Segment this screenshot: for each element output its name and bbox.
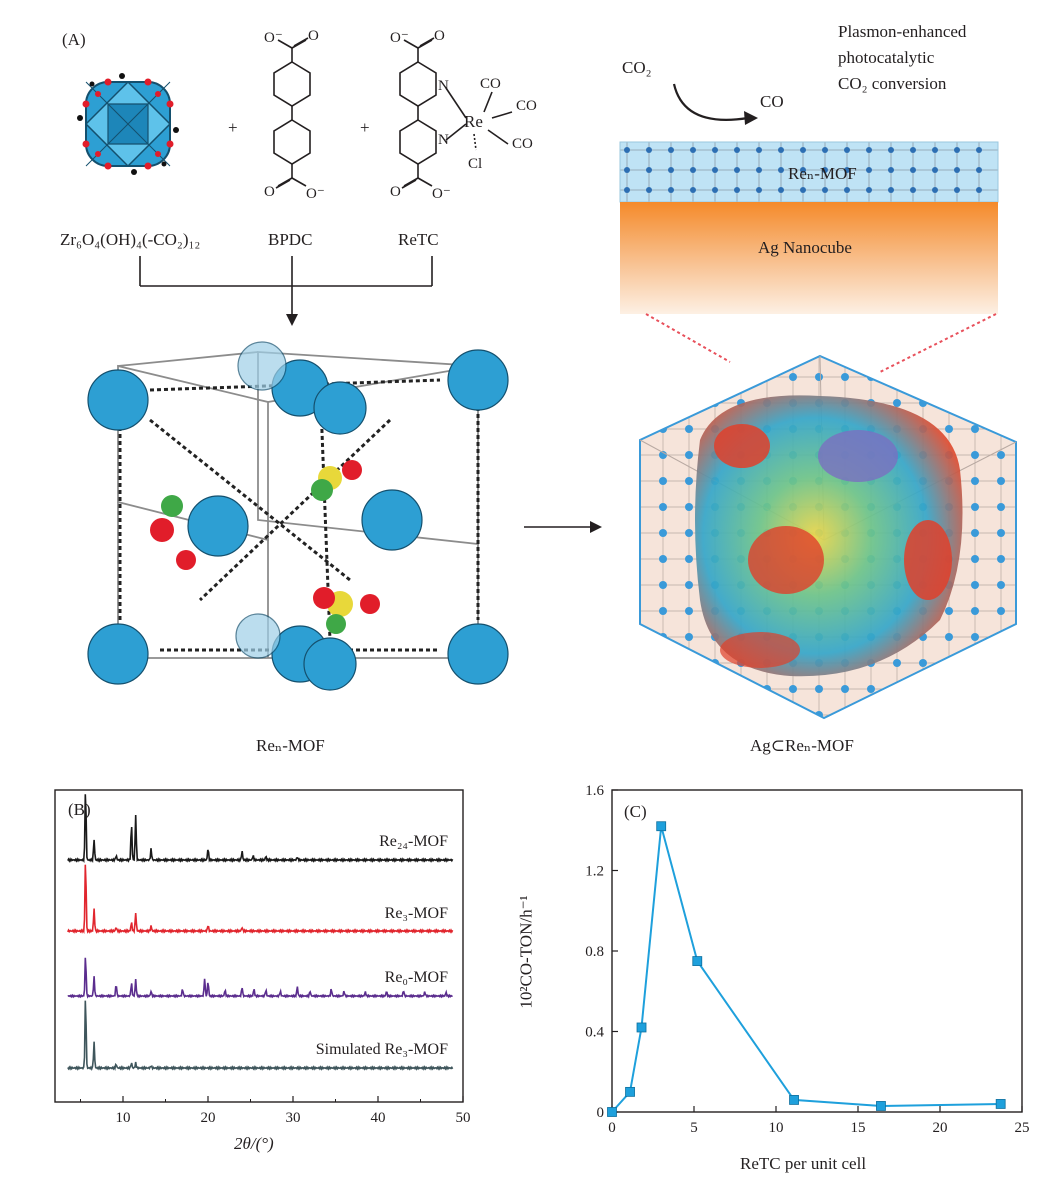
ton-data-point: [876, 1101, 886, 1111]
retc-o-top: O: [434, 28, 445, 44]
retc-co-3: CO: [512, 136, 533, 152]
ton-x-axis-label: ReTC per unit cell: [740, 1154, 867, 1173]
ton-data-point: [625, 1086, 635, 1097]
conversion-text-2: photocatalytic: [838, 48, 935, 67]
xrd-tick-label: 50: [456, 1110, 471, 1126]
retc-co-1: CO: [480, 76, 501, 92]
xrd-series-labels: Re₂₄-MOF Re₃-MOF Re₀-MOF Simulated Re₃-MOF: [316, 833, 448, 1058]
bpdc-o-minus-bottom: O⁻: [306, 186, 325, 202]
retc-cl: Cl: [468, 156, 483, 172]
conversion-text-3: CO₂ conversion: [838, 74, 947, 93]
conversion-text-1: Plasmon-enhanced: [838, 22, 967, 41]
ton-data-point: [636, 1022, 647, 1033]
xrd-series-line-1: [67, 864, 454, 935]
ren-mof-label: Reₙ-MOF: [256, 736, 325, 755]
xrd-tick-label: 10: [116, 1110, 131, 1126]
ton-data-point: [789, 1095, 799, 1105]
ton-y-tick-label: 0.4: [585, 1025, 604, 1041]
ton-series-line: [611, 825, 1001, 1113]
ton-x-tick-label: 20: [933, 1120, 948, 1136]
retc-o-minus-top: O⁻: [390, 30, 409, 46]
xrd-series-label-2: Re₀-MOF: [385, 969, 448, 986]
retc-o-minus-bottom: O⁻: [432, 186, 451, 202]
ton-x-tick-label: 25: [1015, 1120, 1030, 1136]
ton-ticks: 0 5 10 15 20 25 0 0.4 0.8 1.2 1.6: [585, 783, 1029, 1136]
xrd-series-label-1: Re₃-MOF: [385, 905, 448, 922]
retc-re: Re: [464, 112, 483, 131]
ton-x-tick-label: 0: [608, 1120, 616, 1136]
co2-label: CO₂: [622, 58, 652, 77]
bpdc-label: BPDC: [268, 230, 313, 249]
xrd-x-axis-label: 2θ/(°): [234, 1134, 274, 1153]
nanocube-label: Ag Nanocube: [758, 238, 852, 257]
xrd-plot-frame: [54, 789, 464, 1103]
xrd-series-line-2: [67, 957, 453, 999]
xrd-x-ticks: 10 20 30 40 50: [80, 1096, 471, 1126]
ton-y-tick-label: 0: [597, 1105, 605, 1121]
xrd-series-line-3: [67, 1000, 454, 1071]
panel-b-label: (B): [68, 800, 91, 819]
panel-c-label: (C): [624, 802, 647, 821]
retc-co-2: CO: [516, 98, 537, 114]
ton-plot-frame: [611, 789, 1023, 1113]
retc-label: ReTC: [398, 230, 439, 249]
ton-x-tick-label: 15: [851, 1120, 866, 1136]
ton-x-tick-label: 5: [690, 1120, 698, 1136]
cluster-formula: Zr₆O₄(OH)₄(-CO₂)₁₂: [60, 230, 201, 249]
bpdc-o-bottom: O: [264, 184, 275, 200]
ton-y-tick-label: 1.6: [585, 783, 604, 799]
ton-x-tick-label: 10: [769, 1120, 784, 1136]
ton-y-tick-label: 1.2: [585, 864, 604, 880]
ton-series: [607, 821, 1006, 1117]
xrd-series-group: [67, 794, 454, 1071]
xrd-tick-label: 40: [371, 1110, 386, 1126]
xrd-tick-label: 30: [286, 1110, 301, 1126]
panel-a-label: (A): [62, 30, 86, 49]
ton-data-point: [607, 1107, 617, 1117]
ton-data-point: [692, 956, 703, 966]
plus-sign-1: +: [228, 118, 238, 137]
ag-ren-mof-label: Ag⊂Reₙ-MOF: [750, 736, 854, 755]
retc-o-bottom: O: [390, 184, 401, 200]
co-label: CO: [760, 92, 784, 111]
xrd-tick-label: 20: [201, 1110, 216, 1126]
plus-sign-2: +: [360, 118, 370, 137]
film-label: Reₙ-MOF: [788, 164, 857, 183]
xrd-series-label-0: Re₂₄-MOF: [379, 833, 448, 850]
retc-n-top: N: [438, 78, 449, 94]
ton-y-axis-label: 10²CO-TON/h⁻¹: [516, 895, 536, 1009]
xrd-series-label-3: Simulated Re₃-MOF: [316, 1041, 448, 1058]
ton-data-point: [995, 1099, 1006, 1109]
bpdc-o-minus-top: O⁻: [264, 30, 283, 46]
ton-data-point: [656, 821, 667, 832]
bpdc-o-top: O: [308, 28, 319, 44]
ton-y-tick-label: 0.8: [585, 944, 604, 960]
retc-n-bottom: N: [438, 132, 449, 148]
xrd-series-line-0: [67, 794, 454, 864]
